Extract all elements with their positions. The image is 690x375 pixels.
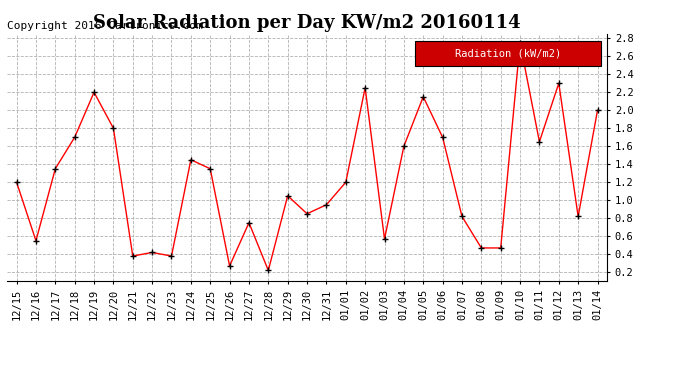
FancyBboxPatch shape (415, 41, 601, 66)
Text: Copyright 2016 Cartronics.com: Copyright 2016 Cartronics.com (7, 21, 203, 31)
Title: Solar Radiation per Day KW/m2 20160114: Solar Radiation per Day KW/m2 20160114 (93, 14, 521, 32)
Text: Radiation (kW/m2): Radiation (kW/m2) (455, 48, 561, 58)
